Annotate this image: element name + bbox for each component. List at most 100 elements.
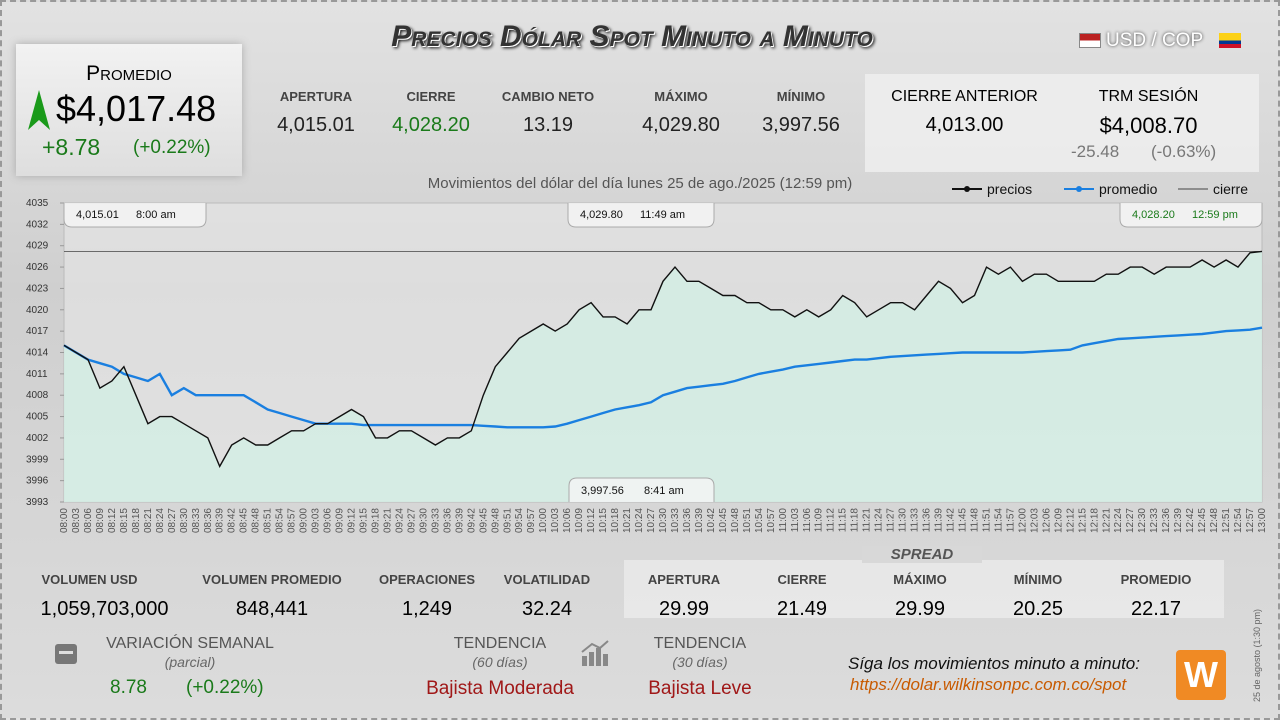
x-tick-label: 10:36 [682, 508, 693, 533]
x-tick-label: 10:18 [610, 508, 621, 533]
x-tick-label: 09:36 [442, 508, 453, 533]
x-tick-label: 13:00 [1257, 508, 1268, 533]
spread-value: 29.99 [658, 598, 710, 620]
x-tick-label: 09:18 [370, 508, 381, 533]
x-tick-label: 12:33 [1149, 508, 1160, 533]
volume-label: VOLUMEN PROMEDIO [202, 572, 342, 587]
annotation-value: 3,997.56 [581, 485, 624, 497]
x-tick-label: 11:54 [993, 508, 1004, 533]
x-tick-label: 11:09 [814, 508, 825, 533]
stat-label: APERTURA [279, 89, 353, 104]
x-tick-label: 12:54 [1233, 508, 1244, 533]
x-tick-label: 10:24 [634, 508, 645, 533]
trend-period: (30 días) [672, 654, 728, 670]
x-tick-label: 08:36 [203, 508, 214, 533]
spread-label: APERTURA [647, 572, 721, 587]
trend-value: Bajista Leve [648, 678, 752, 699]
spread-label: MÁXIMO [893, 572, 947, 587]
y-tick-label: 4017 [26, 326, 49, 337]
y-tick-label: 4014 [26, 348, 49, 359]
trend-period: (60 días) [472, 654, 528, 670]
x-tick-label: 08:57 [287, 508, 298, 533]
x-tick-label: 12:57 [1245, 508, 1256, 533]
logo[interactable]: W [1176, 650, 1226, 700]
x-tick-label: 12:51 [1221, 508, 1232, 533]
x-tick-label: 10:48 [730, 508, 741, 533]
x-tick-label: 08:09 [95, 508, 106, 533]
x-tick-label: 11:18 [850, 508, 861, 533]
annotation-box [568, 477, 715, 502]
trm-value: $4,008.70 [1099, 113, 1198, 138]
trend-value: Bajista Moderada [426, 678, 574, 699]
y-tick-label: 4026 [26, 262, 49, 273]
x-tick-label: 10:42 [706, 508, 717, 533]
x-tick-label: 11:57 [1005, 508, 1016, 533]
x-tick-label: 09:51 [502, 508, 513, 533]
stat-value: 4,028.20 [392, 114, 470, 136]
x-tick-label: 10:09 [574, 508, 585, 533]
x-tick-label: 08:12 [107, 508, 118, 533]
x-tick-label: 09:30 [418, 508, 429, 533]
x-tick-label: 08:24 [155, 508, 166, 533]
stat-value: 3,997.56 [762, 114, 840, 136]
us-flag [1079, 33, 1101, 48]
y-tick-label: 4008 [26, 390, 49, 401]
promedio-change: +8.78 [42, 134, 101, 160]
x-tick-label: 12:00 [1017, 508, 1028, 533]
x-tick-label: 09:33 [430, 508, 441, 533]
x-tick-label: 10:03 [550, 508, 561, 533]
x-tick-label: 09:48 [490, 508, 501, 533]
x-tick-label: 11:45 [958, 508, 969, 533]
spread-value: 21.49 [776, 598, 828, 620]
x-tick-label: 09:39 [454, 508, 465, 533]
x-tick-label: 12:06 [1041, 508, 1052, 533]
annotation-box [567, 203, 715, 228]
stat-value: 4,029.80 [642, 114, 720, 136]
x-tick-label: 11:39 [934, 508, 945, 533]
x-tick-label: 12:15 [1077, 508, 1088, 533]
y-tick-label: 4023 [26, 283, 49, 294]
x-tick-label: 11:30 [898, 508, 909, 533]
x-tick-label: 11:24 [874, 508, 885, 533]
x-tick-label: 11:42 [946, 508, 957, 533]
trm-pct: (-0.63%) [1151, 142, 1217, 161]
x-tick-label: 11:06 [802, 508, 813, 533]
trend-label: TENDENCIA [653, 635, 747, 652]
trm-label: TRM SESIÓN [1098, 88, 1199, 105]
annotation-value: 4,029.80 [580, 209, 623, 221]
stat-value: 13.19 [522, 114, 574, 136]
spread-value: 22.17 [1130, 598, 1182, 620]
x-tick-label: 08:45 [239, 508, 250, 533]
spread-value: 20.25 [1012, 598, 1064, 620]
x-tick-label: 10:51 [742, 508, 753, 533]
x-tick-label: 08:54 [275, 508, 286, 533]
annotation-value: 4,028.20 [1132, 209, 1175, 221]
x-tick-label: 08:27 [167, 508, 178, 533]
trend-icon [581, 640, 609, 666]
previous-label: CIERRE ANTERIOR [891, 88, 1038, 105]
x-tick-label: 12:18 [1089, 508, 1100, 533]
x-tick-label: 09:27 [406, 508, 417, 533]
trm-panel [865, 74, 1259, 172]
x-tick-label: 11:15 [838, 508, 849, 533]
footer-url[interactable]: https://dolar.wilkinsonpc.com.co/spot [850, 675, 1127, 694]
x-tick-label: 08:42 [227, 508, 238, 533]
x-tick-label: 10:57 [766, 508, 777, 533]
annotation-box [1119, 203, 1263, 228]
subtitle: Movimientos del dólar del día lunes 25 d… [428, 175, 852, 192]
x-tick-label: 12:42 [1185, 508, 1196, 533]
area-fill [64, 251, 1262, 502]
x-tick-label: 08:06 [83, 508, 94, 533]
weekly-change: 8.78 [110, 677, 147, 698]
volume-value: 32.24 [521, 598, 573, 620]
x-tick-label: 11:12 [826, 508, 837, 533]
volume-label: VOLUMEN USD [41, 572, 138, 587]
x-tick-label: 12:30 [1137, 508, 1148, 533]
x-tick-label: 10:30 [658, 508, 669, 533]
timestamp: 25 de agosto (1:30 pm) [1252, 608, 1262, 702]
x-tick-label: 08:33 [191, 508, 202, 533]
stat-label: MÁXIMO [654, 89, 708, 104]
y-tick-label: 4029 [26, 241, 49, 252]
x-tick-label: 10:45 [718, 508, 729, 533]
